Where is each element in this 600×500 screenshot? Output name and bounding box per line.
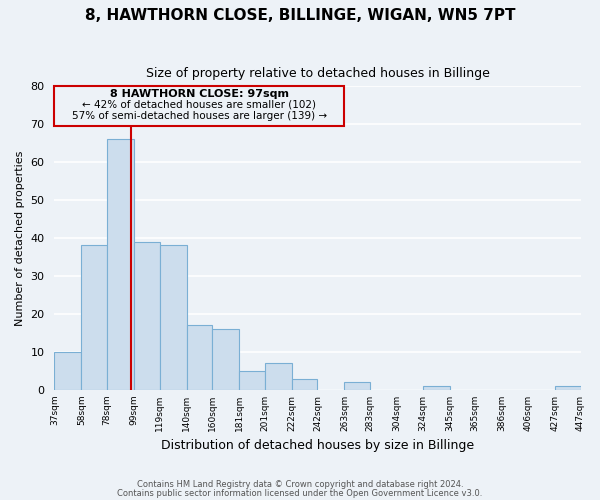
Text: 8, HAWTHORN CLOSE, BILLINGE, WIGAN, WN5 7PT: 8, HAWTHORN CLOSE, BILLINGE, WIGAN, WN5 …	[85, 8, 515, 22]
Bar	[107, 139, 134, 390]
Text: ← 42% of detached houses are smaller (102): ← 42% of detached houses are smaller (10…	[82, 100, 316, 110]
Text: Contains public sector information licensed under the Open Government Licence v3: Contains public sector information licen…	[118, 489, 482, 498]
Bar	[239, 371, 265, 390]
Bar	[422, 386, 449, 390]
Bar	[212, 329, 239, 390]
Y-axis label: Number of detached properties: Number of detached properties	[15, 150, 25, 326]
Text: 8 HAWTHORN CLOSE: 97sqm: 8 HAWTHORN CLOSE: 97sqm	[110, 89, 289, 99]
Bar	[292, 378, 317, 390]
Bar	[55, 352, 82, 390]
Bar	[160, 246, 187, 390]
Bar	[265, 364, 292, 390]
Bar	[344, 382, 370, 390]
Bar	[187, 326, 212, 390]
Bar	[82, 246, 107, 390]
X-axis label: Distribution of detached houses by size in Billinge: Distribution of detached houses by size …	[161, 440, 474, 452]
Text: Contains HM Land Registry data © Crown copyright and database right 2024.: Contains HM Land Registry data © Crown c…	[137, 480, 463, 489]
Bar	[555, 386, 581, 390]
Title: Size of property relative to detached houses in Billinge: Size of property relative to detached ho…	[146, 68, 490, 80]
FancyBboxPatch shape	[55, 86, 344, 126]
Text: 57% of semi-detached houses are larger (139) →: 57% of semi-detached houses are larger (…	[72, 111, 327, 121]
Bar	[134, 242, 160, 390]
